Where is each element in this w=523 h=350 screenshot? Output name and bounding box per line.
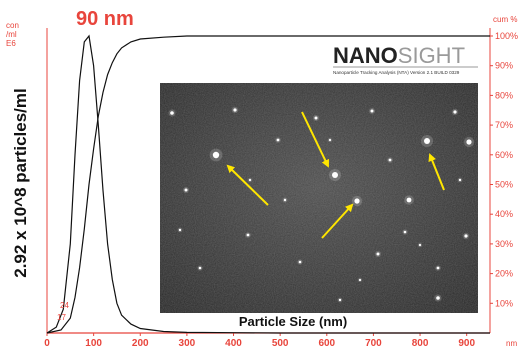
particle-spot [314,116,318,120]
particle-spot [170,111,174,115]
particle-spot [436,266,440,270]
particle-spot [338,298,342,302]
x-tick-label: 500 [272,338,289,349]
peak-label: 90 nm [76,8,134,30]
arrow-lower [321,203,354,239]
right-tick-label: 80% [495,90,513,100]
particle-spot [354,198,360,204]
particle-spot [388,158,392,162]
x-tick-label: 100 [85,338,102,349]
right-tick-label: 30% [495,239,513,249]
particle-spot [283,198,287,202]
particle-spot [406,197,412,203]
right-tick-label: 60% [495,150,513,160]
right-tick-labels: 100% 90% 80% 70% 60% 50% 40% 30% 20% 10% [490,31,518,308]
particle-spot [424,138,430,144]
right-tick-label: 100% [495,31,518,41]
arrow-right [428,153,445,191]
particle-spot [376,252,380,256]
x-unit-label: nm [506,339,517,348]
particle-spot [466,139,472,145]
particle-spot [458,178,462,182]
right-tick-label: 20% [495,269,513,279]
left-unit-line-1: con [6,21,19,30]
nta-video-frame: Particle Size (nm) [160,83,478,329]
particle-spots [168,106,475,303]
right-tick-label: 90% [495,61,513,71]
arrow-upper [301,111,330,168]
x-tick-label: 700 [365,338,382,349]
logo-text: NANOSIGHT [333,43,465,68]
left-unit-line-2: /ml [6,30,17,39]
particle-spot [453,110,457,114]
particle-spot [212,151,220,159]
x-tick-label: 300 [179,338,196,349]
particle-spot [184,188,188,192]
x-tick-labels: 0 100 200 300 400 500 600 700 800 900 [44,333,475,349]
x-tick-label: 0 [44,338,50,349]
particle-spot [403,230,407,234]
yellow-arrows [226,111,445,239]
particle-spot [436,296,440,300]
series-cumulative-line [46,35,490,334]
particle-spot [233,108,237,112]
right-tick-label: 10% [495,298,513,308]
particle-spot [464,234,468,238]
arrow-left [226,164,269,206]
x-tick-label: 600 [318,338,335,349]
particle-spot [178,228,182,232]
logo-subtitle: Nanoparticle Tracking Analysis (NTA) Ver… [333,70,460,75]
right-tick-label: 70% [495,120,513,130]
right-unit-label: cum % [493,15,517,24]
left-small-label-2: 17 [57,313,66,322]
right-tick-label: 40% [495,209,513,219]
particle-spot [332,172,338,178]
particle-spot [418,243,422,247]
x-tick-label: 400 [225,338,242,349]
y-axis-title: 2.92 x 10^8 particles/ml [11,88,30,278]
particle-spot [358,278,362,282]
x-axis-title: Particle Size (nm) [239,314,347,329]
video-frame-noise [160,83,478,313]
particle-spot [246,233,250,237]
right-tick-label: 50% [495,180,513,190]
particle-spot [198,266,202,270]
nanosight-logo: NANOSIGHT Nanoparticle Tracking Analysis… [333,43,478,75]
left-small-label-1: 24 [60,301,69,310]
x-tick-label: 900 [458,338,475,349]
particle-spot [276,138,280,142]
x-tick-label: 800 [412,338,429,349]
left-unit-line-3: E6 [6,39,16,48]
particle-spot [370,109,374,113]
particle-spot [328,138,332,142]
series-distribution-line [46,34,490,334]
particle-spot [248,178,252,182]
x-tick-label: 200 [132,338,149,349]
particle-spot [298,260,302,264]
